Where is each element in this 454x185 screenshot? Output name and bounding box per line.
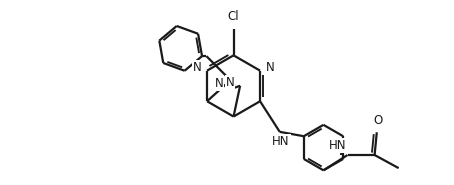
Text: N: N — [266, 61, 275, 74]
Text: O: O — [373, 114, 382, 127]
Text: N: N — [215, 77, 223, 90]
Text: N: N — [192, 61, 202, 74]
Text: Cl: Cl — [228, 10, 239, 23]
Text: HN: HN — [329, 139, 347, 152]
Text: HN: HN — [272, 135, 290, 148]
Text: N: N — [226, 76, 234, 89]
